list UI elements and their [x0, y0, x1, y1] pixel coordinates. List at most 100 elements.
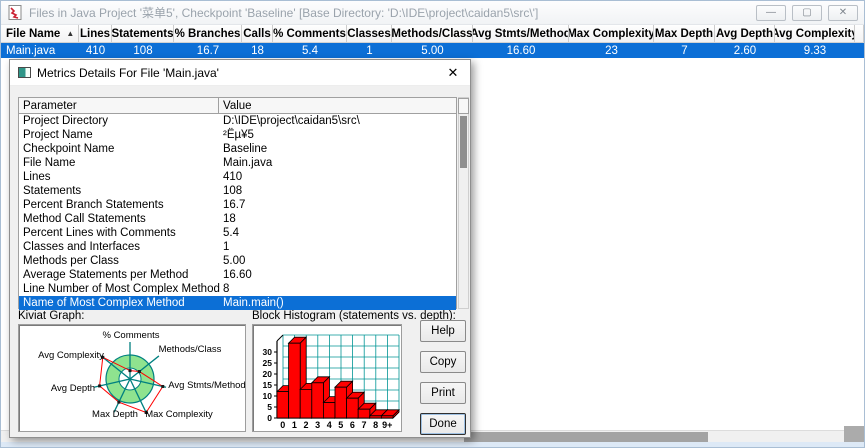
svg-text:Max Complexity: Max Complexity — [145, 409, 213, 420]
svg-text:5: 5 — [338, 420, 343, 430]
svg-text:20: 20 — [263, 369, 273, 379]
param-scrollbar-header-filler — [458, 98, 469, 114]
column-header-max-complexity[interactable]: Max Complexity — [569, 25, 654, 42]
file-table-header: File Name ▲ Lines Statements % Branches … — [1, 25, 864, 43]
svg-text:15: 15 — [263, 380, 273, 390]
kiviat-graph-label: Kiviat Graph: — [18, 310, 85, 322]
svg-text:9+: 9+ — [382, 420, 392, 430]
param-row[interactable]: Percent Lines with Comments 5.4 — [19, 226, 456, 240]
param-row[interactable]: Classes and Interfaces 1 — [19, 240, 456, 254]
svg-text:Max Depth: Max Depth — [92, 409, 138, 420]
value-header[interactable]: Value — [223, 99, 252, 112]
cell-lines: 410 — [85, 44, 106, 57]
column-header-avg-complexity[interactable]: Avg Complexity — [775, 25, 855, 42]
cell-branches: 16.7 — [196, 44, 220, 57]
column-header-methods-class[interactable]: Methods/Class — [392, 25, 473, 42]
svg-text:7: 7 — [361, 420, 366, 430]
param-row[interactable]: Statements 108 — [19, 184, 456, 198]
cell-max-complexity: 23 — [605, 44, 618, 57]
cell-methods-class: 5.00 — [421, 44, 444, 57]
scrollbar-corner — [844, 426, 864, 447]
file-table: File Name ▲ Lines Statements % Branches … — [1, 25, 864, 58]
column-header-avg-depth[interactable]: Avg Depth — [715, 25, 775, 42]
metrics-details-dialog: Metrics Details For File 'Main.java' ✕ P… — [9, 59, 471, 438]
svg-text:Avg Stmts/Method: Avg Stmts/Method — [168, 380, 245, 391]
cell-avg-complexity: 9.33 — [803, 44, 827, 57]
param-row[interactable]: Method Call Statements 18 — [19, 212, 456, 226]
param-row[interactable]: Checkpoint Name Baseline — [19, 142, 456, 156]
column-header-max-depth[interactable]: Max Depth — [654, 25, 715, 42]
param-row-selected[interactable]: Name of Most Complex Method Main.main() — [19, 296, 456, 310]
param-scrollbar-thumb[interactable] — [460, 116, 467, 168]
svg-text:0: 0 — [267, 413, 272, 423]
param-row[interactable]: Percent Branch Statements 16.7 — [19, 198, 456, 212]
param-row[interactable]: Methods per Class 5.00 — [19, 254, 456, 268]
param-row[interactable]: File Name Main.java — [19, 156, 456, 170]
dialog-close-icon[interactable]: ✕ — [447, 65, 459, 80]
column-label: File Name — [6, 27, 61, 40]
param-table: Parameter Value Project Directory D:\IDE\… — [18, 97, 457, 310]
column-header-filler — [855, 25, 864, 42]
param-table-scrollbar[interactable] — [458, 97, 469, 309]
column-header-file-name[interactable]: File Name ▲ — [1, 25, 79, 42]
dialog-titlebar[interactable]: Metrics Details For File 'Main.java' ✕ — [10, 60, 470, 86]
column-header-branches[interactable]: % Branches — [174, 25, 242, 42]
param-row[interactable]: Average Statements per Method 16.60 — [19, 268, 456, 282]
svg-text:Avg Complexity: Avg Complexity — [38, 350, 104, 361]
dialog-icon — [18, 67, 31, 78]
maximize-button[interactable]: ▢ — [792, 5, 822, 21]
param-table-header: Parameter Value — [19, 98, 456, 114]
column-header-avg-stmts[interactable]: Avg Stmts/Method — [473, 25, 569, 42]
horizontal-scrollbar-thumb[interactable] — [464, 432, 708, 442]
column-header-comments[interactable]: % Comments — [273, 25, 347, 42]
window-frame-bottom — [1, 442, 864, 447]
svg-text:1: 1 — [292, 420, 297, 430]
cell-avg-stmts: 16.60 — [506, 44, 536, 57]
column-header-statements[interactable]: Statements — [112, 25, 174, 42]
minimize-button[interactable]: — — [756, 5, 786, 21]
cell-comments: 5.4 — [302, 44, 318, 57]
cell-statements: 108 — [133, 44, 153, 57]
svg-text:Avg Depth: Avg Depth — [51, 383, 95, 394]
column-header-calls[interactable]: Calls — [242, 25, 273, 42]
svg-text:30: 30 — [263, 347, 273, 357]
cell-max-depth: 7 — [681, 44, 688, 57]
cell-classes: 1 — [366, 44, 373, 57]
copy-button[interactable]: Copy — [420, 351, 466, 373]
param-row[interactable]: Lines 410 — [19, 170, 456, 184]
svg-text:2: 2 — [303, 420, 308, 430]
block-histogram: 0 5 10 15 20 25 30 0 1 2 3 4 5 6 7 8 9+ — [252, 324, 402, 432]
svg-text:10: 10 — [263, 391, 273, 401]
help-button[interactable]: Help — [420, 320, 466, 342]
close-button[interactable]: ✕ — [828, 5, 858, 21]
column-header-classes[interactable]: Classes — [347, 25, 392, 42]
param-row[interactable]: Line Number of Most Complex Method 8 — [19, 282, 456, 296]
column-header-lines[interactable]: Lines — [79, 25, 112, 42]
svg-text:4: 4 — [327, 420, 332, 430]
svg-text:0: 0 — [280, 420, 285, 430]
main-titlebar: Files in Java Project '菜单5', Checkpoint … — [1, 1, 864, 25]
param-row[interactable]: Project Name ²Ëµ¥5 — [19, 128, 456, 142]
svg-text:6: 6 — [350, 420, 355, 430]
param-header[interactable]: Parameter — [19, 98, 219, 113]
kiviat-graph: % Comments Methods/Class Avg Stmts/Method M… — [18, 324, 246, 432]
svg-text:25: 25 — [263, 358, 273, 368]
sort-ascending-icon: ▲ — [66, 29, 75, 38]
svg-text:Methods/Class: Methods/Class — [159, 344, 222, 355]
print-button[interactable]: Print — [420, 382, 466, 404]
svg-text:3: 3 — [315, 420, 320, 430]
cell-avg-depth: 2.60 — [733, 44, 757, 57]
cell-file-name: Main.java — [6, 44, 56, 57]
svg-text:8: 8 — [373, 420, 378, 430]
app-icon — [8, 5, 22, 20]
svg-text:5: 5 — [267, 402, 272, 412]
histogram-label: Block Histogram (statements vs. depth): — [252, 310, 456, 322]
done-button[interactable]: Done — [420, 413, 466, 435]
param-row[interactable]: Project Directory D:\IDE\project\caidan5\… — [19, 114, 456, 128]
dialog-title: Metrics Details For File 'Main.java' — [37, 65, 219, 80]
svg-text:% Comments: % Comments — [102, 330, 159, 341]
cell-calls: 18 — [251, 44, 264, 57]
file-row-selected[interactable]: Main.java 410 108 16.7 18 5.4 1 5.00 16.… — [1, 43, 864, 58]
